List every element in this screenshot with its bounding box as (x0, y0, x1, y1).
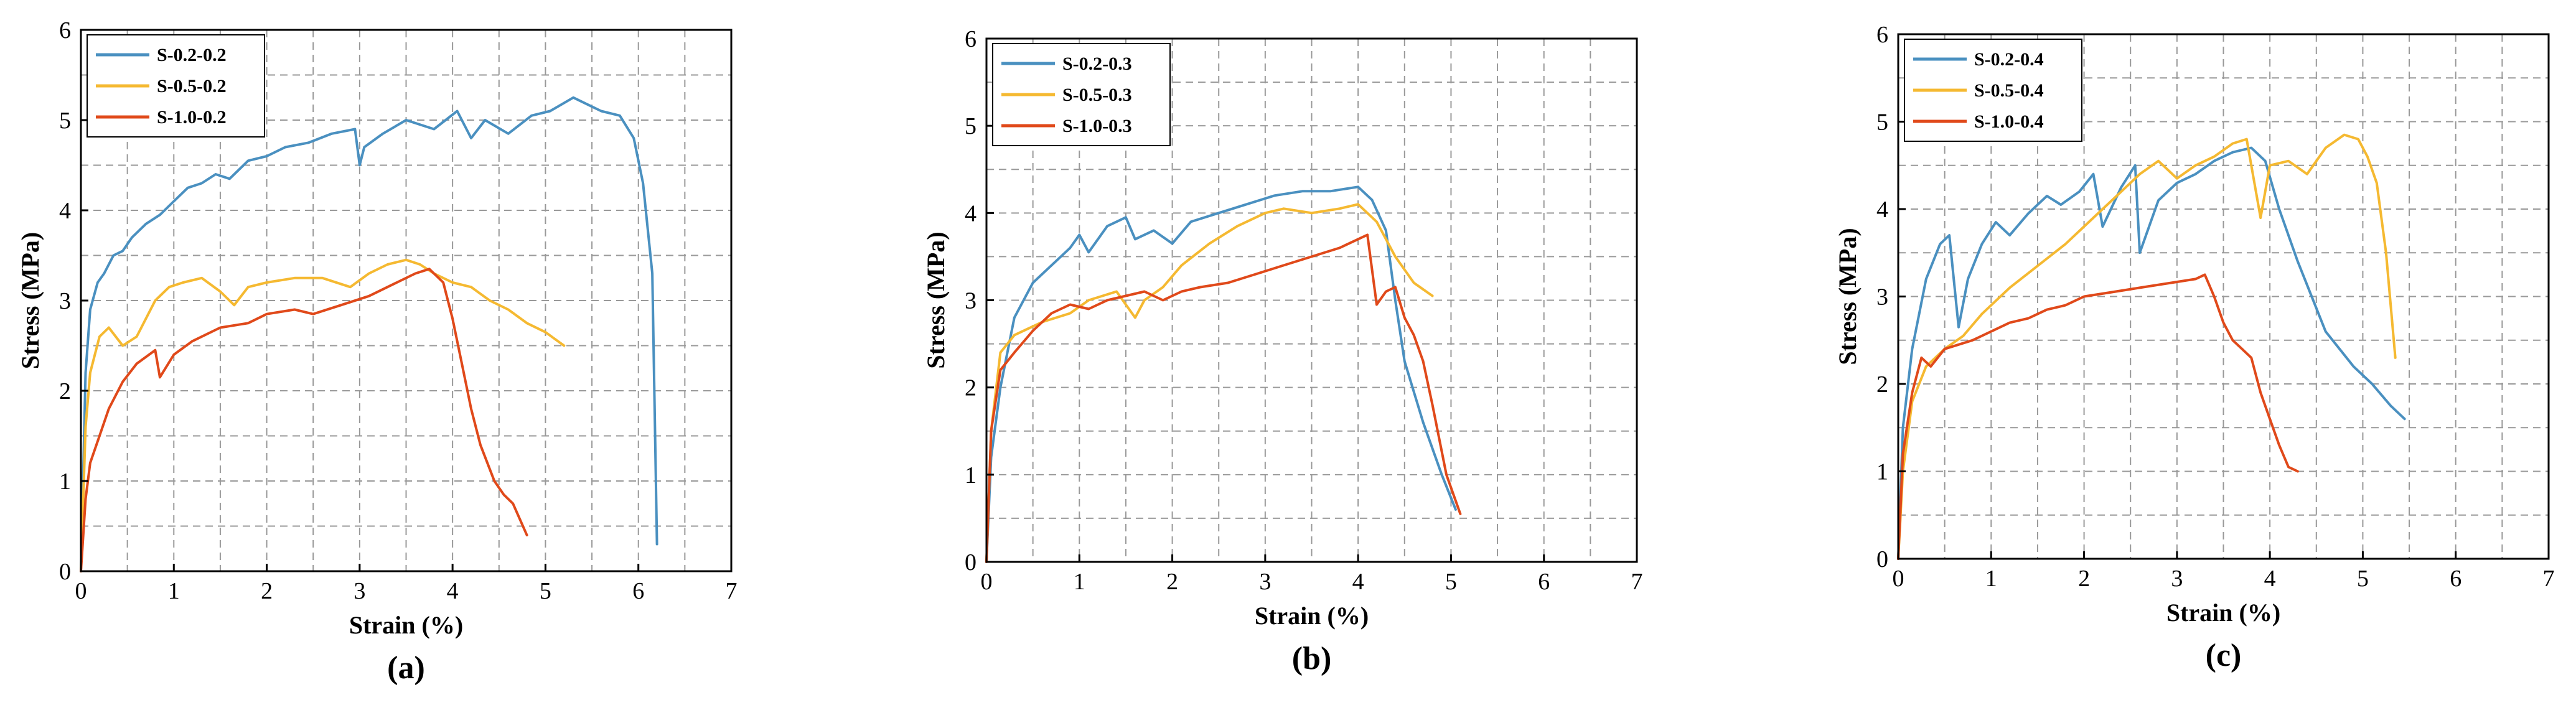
x-ticks: 0 1 2 3 4 5 6 7 (981, 554, 1643, 595)
series-line-S-1.0-0.2 (80, 268, 528, 572)
series-line-S-0.2-0.2 (80, 96, 658, 572)
y-tick-label: 0 (965, 549, 977, 576)
x-tick-label: 2 (2078, 566, 2090, 592)
x-tick-label: 7 (2543, 566, 2555, 592)
y-tick-label: 1 (965, 462, 977, 488)
y-tick-label: 1 (59, 469, 71, 495)
x-axis-label: Strain (%) (349, 611, 463, 639)
y-tick-label: 3 (1876, 284, 1888, 310)
y-tick-label: 2 (965, 375, 977, 401)
x-ticks: 0 1 2 3 4 5 6 7 (75, 564, 738, 604)
series-lines (985, 185, 1462, 563)
x-tick-label: 3 (1259, 569, 1271, 595)
legend-label: S-1.0-0.2 (157, 107, 227, 128)
x-tick-label: 0 (981, 569, 993, 595)
y-tick-label: 4 (965, 200, 977, 226)
y-axis-label: Stress (MPa) (1834, 228, 1862, 365)
legend-label: S-1.0-0.3 (1062, 116, 1132, 136)
y-tick-label: 5 (1876, 110, 1888, 136)
x-axis-label: Strain (%) (2166, 599, 2280, 627)
y-tick-label: 0 (1876, 546, 1888, 572)
x-tick-label: 5 (540, 578, 551, 604)
y-tick-label: 2 (59, 378, 71, 404)
y-tick-label: 1 (1876, 459, 1888, 485)
x-tick-label: 2 (261, 578, 273, 604)
series-lines (1897, 133, 2406, 560)
series-line-S-0.5-0.4 (1897, 133, 2397, 560)
x-tick-label: 7 (1631, 569, 1643, 595)
x-tick-label: 3 (354, 578, 365, 604)
y-axis-label: Stress (MPa) (922, 231, 950, 368)
y-ticks: 0 1 2 3 4 5 6 (965, 26, 994, 576)
x-tick-label: 6 (1538, 569, 1550, 595)
y-tick-label: 6 (965, 26, 977, 52)
series-line-S-0.5-0.2 (80, 258, 566, 572)
x-tick-label: 1 (168, 578, 180, 604)
legend: S-0.2-0.3 S-0.5-0.3 S-1.0-0.3 (992, 43, 1171, 146)
y-ticks: 0 1 2 3 4 5 6 (59, 17, 88, 585)
legend-label: S-1.0-0.4 (1974, 111, 2044, 132)
x-tick-label: 7 (726, 578, 738, 604)
x-tick-label: 3 (2171, 566, 2183, 592)
panel-b: 0 1 2 3 4 5 6 7 0 1 2 3 4 5 6 Strain (%) Stress (MPa)… (922, 26, 1643, 676)
grid (81, 30, 731, 571)
x-tick-label: 5 (1445, 569, 1457, 595)
x-tick-label: 1 (1074, 569, 1085, 595)
y-tick-label: 2 (1876, 371, 1888, 398)
y-tick-label: 4 (59, 198, 71, 224)
series-line-S-1.0-0.3 (985, 233, 1462, 563)
legend-label: S-0.2-0.4 (1974, 49, 2044, 70)
panel-c: 0 1 2 3 4 5 6 7 0 1 2 3 4 5 6 Strain (%) Stress (MPa)… (1834, 22, 2555, 673)
x-tick-label: 0 (75, 578, 87, 604)
x-tick-label: 6 (632, 578, 644, 604)
x-tick-label: 2 (1166, 569, 1178, 595)
panel-caption: (c) (2206, 638, 2242, 673)
y-tick-label: 4 (1876, 197, 1888, 223)
x-tick-label: 4 (1352, 569, 1364, 595)
panel-caption: (b) (1292, 641, 1332, 676)
x-tick-label: 5 (2357, 566, 2369, 592)
legend-label: S-0.5-0.3 (1062, 85, 1132, 105)
y-tick-label: 3 (59, 288, 71, 314)
series-line-S-0.2-0.3 (985, 185, 1457, 563)
series-lines (80, 96, 658, 572)
y-tick-label: 6 (59, 17, 71, 44)
series-line-S-0.2-0.4 (1897, 146, 2406, 560)
series-line-S-1.0-0.4 (1897, 273, 2299, 560)
panel-a: 0 1 2 3 4 5 6 7 0 1 2 3 4 5 6 Strain (%) Stress (MPa)… (16, 17, 738, 686)
legend: S-0.2-0.2 S-0.5-0.2 S-1.0-0.2 (87, 34, 265, 138)
series-line-S-0.5-0.3 (985, 203, 1434, 563)
y-axis-label: Stress (MPa) (16, 232, 44, 369)
y-tick-label: 5 (965, 113, 977, 139)
y-ticks: 0 1 2 3 4 5 6 (1876, 22, 1906, 572)
x-tick-label: 0 (1893, 566, 1904, 592)
x-axis-label: Strain (%) (1255, 602, 1369, 630)
x-tick-label: 6 (2450, 566, 2461, 592)
y-tick-label: 0 (59, 559, 71, 585)
y-tick-label: 5 (59, 108, 71, 134)
x-tick-label: 4 (447, 578, 459, 604)
x-ticks: 0 1 2 3 4 5 6 7 (1893, 551, 2555, 592)
legend: S-0.2-0.4 S-0.5-0.4 S-1.0-0.4 (1904, 39, 2082, 142)
legend-label: S-0.2-0.3 (1062, 54, 1132, 74)
legend-label: S-0.5-0.2 (157, 76, 227, 96)
x-tick-label: 1 (1985, 566, 1997, 592)
legend-label: S-0.5-0.4 (1974, 80, 2044, 101)
y-tick-label: 3 (965, 288, 977, 314)
legend-label: S-0.2-0.2 (157, 45, 227, 65)
x-tick-label: 4 (2264, 566, 2276, 592)
y-tick-label: 6 (1876, 22, 1888, 48)
panel-caption: (a) (387, 650, 425, 686)
